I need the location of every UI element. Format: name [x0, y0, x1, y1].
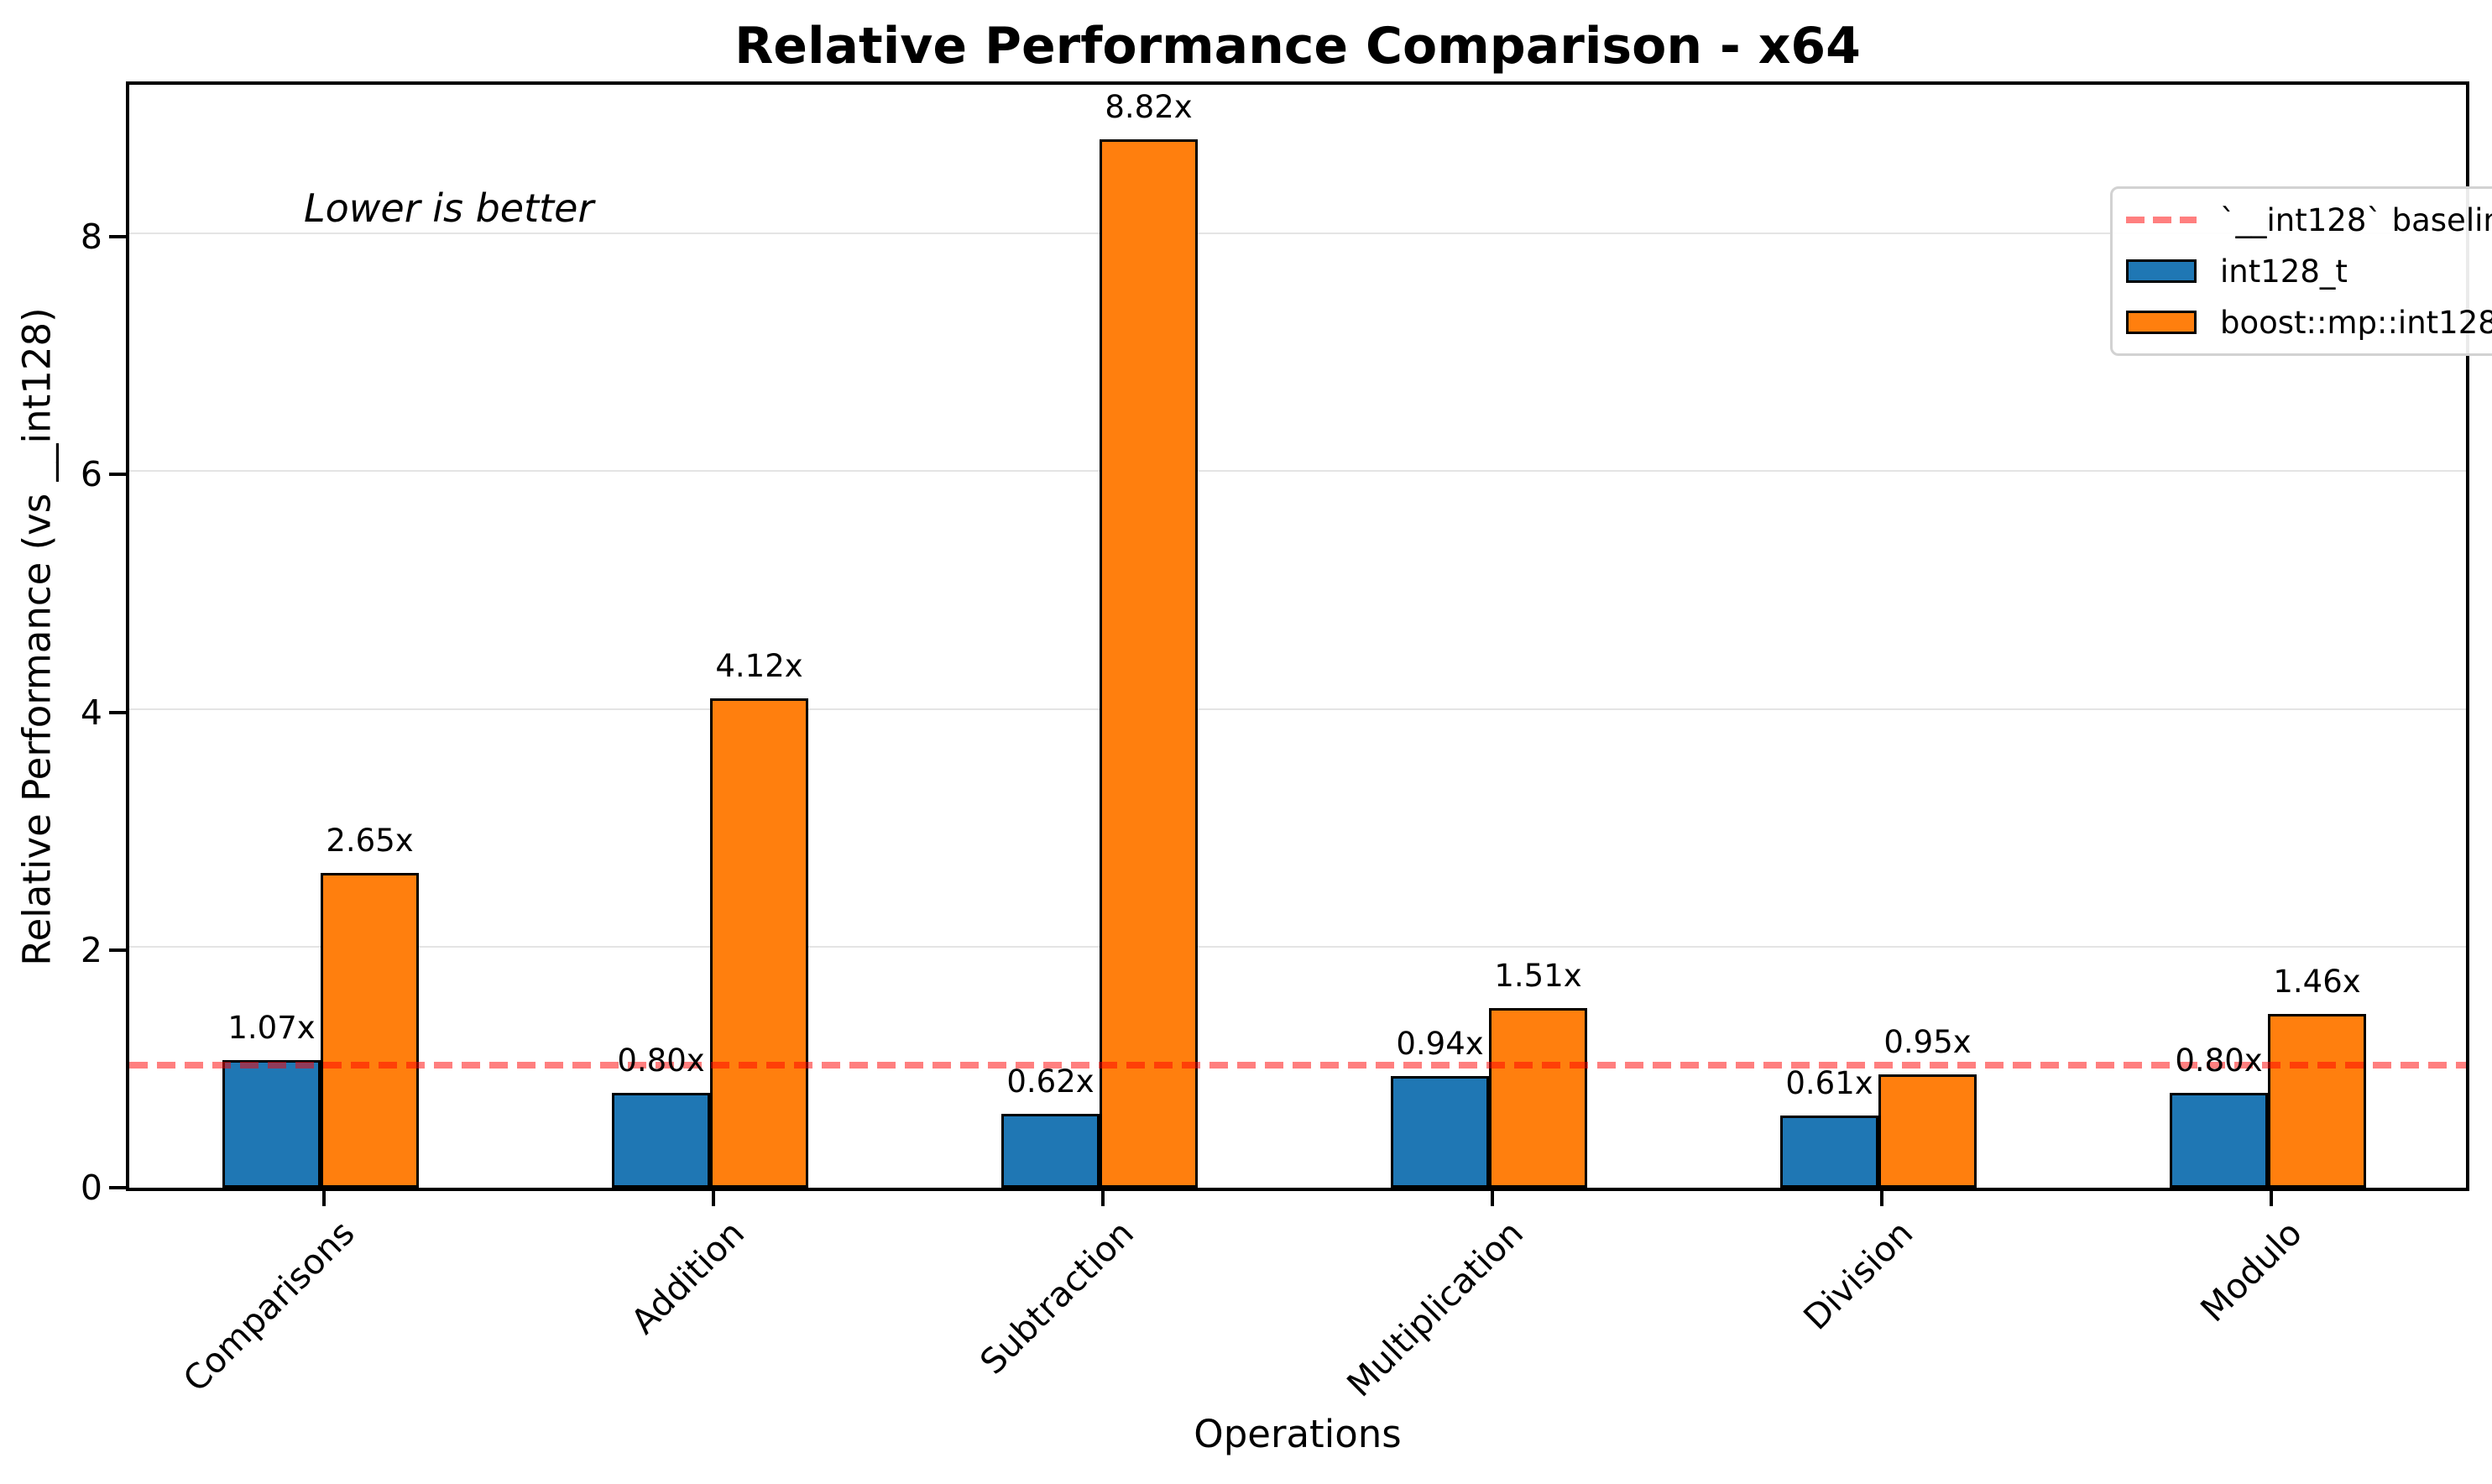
- y-tick-mark-6: [109, 473, 126, 477]
- y-tick-mark-4: [109, 710, 126, 714]
- bar-int128-t-4: [1780, 1116, 1878, 1188]
- y-tick-label-2: 2: [80, 929, 102, 970]
- y-tick-mark-2: [109, 948, 126, 952]
- x-tick-label-5: Modulo: [2192, 1212, 2310, 1330]
- value-label-0-1: 2.65x: [326, 822, 414, 859]
- legend: `__int128` baseline int128_t boost::mp::…: [2110, 186, 2492, 356]
- x-tick-label-0: Comparisons: [175, 1212, 363, 1400]
- annotation-lower-is-better: Lower is better: [304, 186, 594, 231]
- gridline-y-8: [129, 233, 2466, 235]
- bar-boost-mp-int128-t-5: [2268, 1014, 2366, 1188]
- x-tick-mark-2: [1101, 1191, 1105, 1206]
- x-axis-label: Operations: [1194, 1412, 1402, 1456]
- bar-int128-t-3: [1391, 1076, 1489, 1188]
- legend-label-series-1: boost::mp::int128_t: [2220, 304, 2492, 341]
- y-axis-label: Relative Performance (vs __int128): [14, 306, 60, 966]
- bar-boost-mp-int128-t-2: [1100, 139, 1198, 1188]
- chart-title: Relative Performance Comparison - x64: [734, 17, 1861, 76]
- baseline-dashed-line: [129, 1062, 2466, 1069]
- x-tick-label-2: Subtraction: [972, 1212, 1142, 1382]
- bar-boost-mp-int128-t-1: [710, 698, 808, 1188]
- series-0-color-swatch: [2126, 259, 2197, 283]
- bar-int128-t-2: [1001, 1114, 1100, 1188]
- value-label-1-1: 4.12x: [715, 647, 803, 684]
- value-label-1-0: 0.80x: [617, 1042, 705, 1079]
- x-tick-mark-0: [322, 1191, 326, 1206]
- value-label-3-0: 0.94x: [1396, 1025, 1484, 1062]
- legend-label-series-0: int128_t: [2220, 253, 2348, 290]
- value-label-5-0: 0.80x: [2175, 1042, 2263, 1079]
- bar-boost-mp-int128-t-3: [1489, 1008, 1587, 1188]
- legend-label-baseline: `__int128` baseline: [2220, 201, 2492, 238]
- x-tick-mark-4: [1880, 1191, 1883, 1206]
- x-tick-label-4: Division: [1795, 1212, 1920, 1338]
- value-label-5-1: 1.46x: [2273, 964, 2361, 1001]
- bar-int128-t-1: [612, 1093, 710, 1188]
- y-tick-label-0: 0: [80, 1168, 102, 1208]
- bar-boost-mp-int128-t-4: [1878, 1074, 1977, 1188]
- y-tick-label-4: 4: [80, 692, 102, 733]
- x-tick-mark-1: [712, 1191, 715, 1206]
- value-label-2-1: 8.82x: [1105, 89, 1193, 126]
- value-label-0-0: 1.07x: [227, 1010, 316, 1047]
- y-axis-label-wrap: Relative Performance (vs __int128): [14, 81, 60, 1191]
- bar-int128-t-5: [2170, 1093, 2268, 1188]
- series-1-color-swatch: [2126, 311, 2197, 334]
- baseline-dash-swatch: [2126, 217, 2197, 223]
- x-tick-label-3: Multiplication: [1339, 1212, 1531, 1405]
- value-label-3-1: 1.51x: [1494, 958, 1582, 995]
- plot-area: 1.07x 2.65x 0.80x 4.12x 0.62x 8.82x 0.94x 1.51x…: [126, 81, 2492, 1191]
- value-label-2-0: 0.62x: [1006, 1063, 1094, 1100]
- value-label-4-1: 0.95x: [1883, 1024, 1972, 1061]
- gridline-y-2: [129, 945, 2466, 948]
- bar-boost-mp-int128-t-0: [321, 873, 419, 1188]
- bar-int128-t-0: [222, 1060, 321, 1188]
- x-tick-mark-5: [2270, 1191, 2273, 1206]
- gridline-y-4: [129, 708, 2466, 710]
- y-tick-label-8: 8: [80, 217, 102, 258]
- gridline-y-6: [129, 470, 2466, 473]
- value-label-4-0: 0.61x: [1785, 1064, 1873, 1101]
- y-tick-label-6: 6: [80, 454, 102, 495]
- y-tick-mark-8: [109, 235, 126, 239]
- legend-item-series-0: int128_t: [2126, 246, 2492, 296]
- x-tick-mark-3: [1491, 1191, 1494, 1206]
- x-tick-label-1: Addition: [623, 1212, 752, 1342]
- legend-item-series-1: boost::mp::int128_t: [2126, 297, 2492, 347]
- y-tick-mark-0: [109, 1186, 126, 1189]
- legend-item-baseline: `__int128` baseline: [2126, 195, 2492, 245]
